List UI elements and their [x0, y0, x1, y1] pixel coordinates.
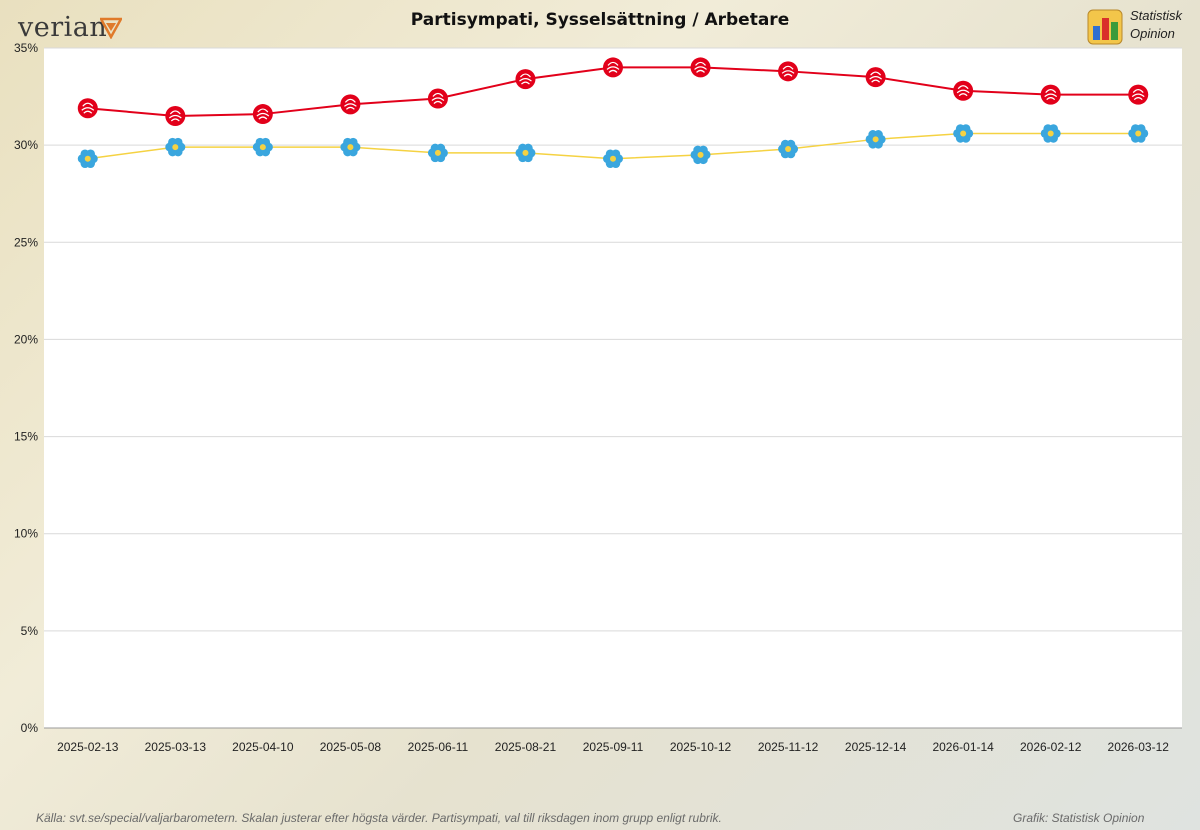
rose-marker	[427, 88, 448, 109]
publisher-line-2: Opinion	[1130, 26, 1175, 41]
x-tick-label: 2025-12-14	[845, 740, 907, 754]
flower-marker	[953, 124, 974, 143]
statistisk-opinion-logo-icon	[1087, 9, 1123, 45]
y-tick-label: 25%	[14, 235, 38, 249]
flower-marker	[1040, 124, 1061, 143]
flower-marker	[690, 145, 711, 165]
verian-logo: verian	[18, 12, 108, 43]
statistisk-opinion-logo-text: Statistisk Opinion	[1130, 7, 1182, 43]
flower-marker	[427, 143, 448, 163]
rose-marker	[77, 98, 98, 119]
flower-marker	[865, 130, 886, 149]
line-chart: 0% 5% 10% 15% 20% 25% 30% 35% 2025-02-13 2025-03-…	[14, 41, 1182, 754]
rose-marker	[1040, 84, 1061, 105]
x-tick-label: 2025-11-12	[758, 740, 819, 754]
x-tick-label: 2026-01-14	[932, 740, 994, 754]
rose-marker	[515, 69, 536, 90]
rose-marker	[953, 80, 974, 101]
x-tick-label: 2026-03-12	[1108, 740, 1170, 754]
x-tick-label: 2025-09-11	[583, 740, 644, 754]
chart-title: Partisympati, Sysselsättning / Arbetare	[410, 10, 790, 30]
rose-marker	[252, 104, 273, 125]
rose-marker	[1128, 84, 1149, 105]
x-tick-label: 2025-06-11	[408, 740, 469, 754]
flower-marker	[1128, 124, 1149, 143]
y-tick-label: 5%	[21, 624, 39, 638]
y-tick-label: 35%	[14, 41, 38, 55]
rose-marker	[340, 94, 361, 115]
graphic-credit: Grafik: Statistisk Opinion	[1013, 811, 1145, 825]
x-tick-label: 2025-05-08	[320, 740, 382, 754]
rose-marker	[690, 57, 711, 78]
flower-marker	[340, 137, 361, 157]
x-tick-label: 2025-02-13	[57, 740, 119, 754]
y-tick-label: 10%	[14, 527, 38, 541]
flower-marker	[603, 149, 623, 169]
x-tick-label: 2026-02-12	[1020, 740, 1082, 754]
y-tick-label: 15%	[14, 430, 38, 444]
rose-marker	[603, 57, 623, 78]
y-tick-label: 20%	[14, 332, 38, 346]
flower-marker	[77, 149, 98, 169]
y-tick-label: 30%	[14, 138, 38, 152]
rose-marker	[865, 67, 886, 88]
x-tick-label: 2025-08-21	[495, 740, 557, 754]
rose-marker	[778, 61, 799, 82]
verian-logo-mark	[100, 17, 122, 39]
x-tick-label: 2025-03-13	[145, 740, 207, 754]
source-note: Källa: svt.se/special/valjarbarometern. …	[36, 811, 722, 825]
x-tick-label: 2025-04-10	[232, 740, 294, 754]
x-tick-label: 2025-10-12	[670, 740, 732, 754]
flower-marker	[515, 143, 536, 163]
flower-marker	[165, 137, 186, 157]
flower-marker	[252, 137, 273, 157]
rose-marker	[165, 106, 186, 126]
flower-marker	[778, 139, 799, 159]
y-tick-label: 0%	[21, 721, 39, 735]
publisher-line-1: Statistisk	[1130, 8, 1183, 23]
